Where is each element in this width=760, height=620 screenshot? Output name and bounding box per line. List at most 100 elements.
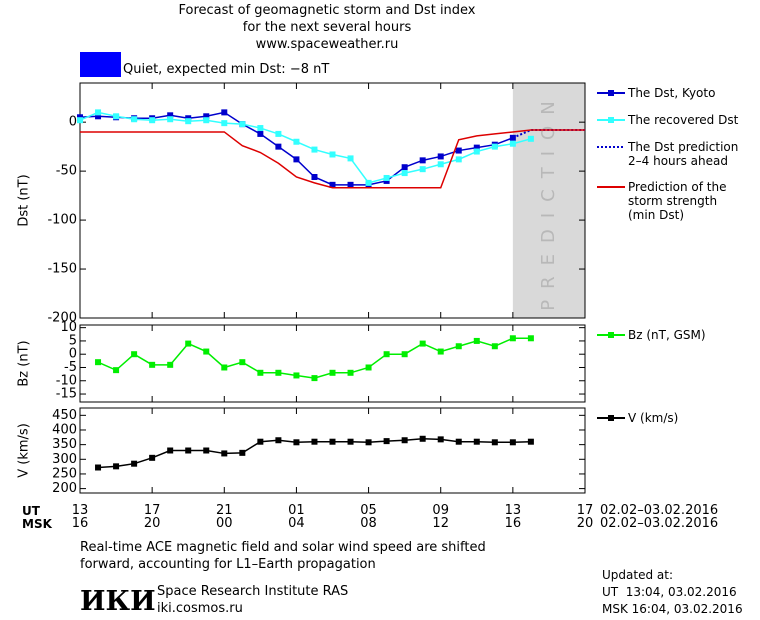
x-tick-label-msk: 08 [360,516,377,531]
data-point [113,367,120,374]
data-point [113,113,120,120]
legend-label: The recovered Dst [628,113,739,127]
x-tick-label: 21 [216,503,233,518]
data-point [509,439,516,446]
data-point [473,438,480,445]
logo: ИКИ [80,586,156,617]
data-point [257,125,264,132]
institute: Space Research Institute RAS [157,584,349,599]
data-point [401,164,408,171]
data-point [239,449,246,456]
data-point [437,436,444,443]
data-point [455,343,462,350]
website: iki.cosmos.ru [157,601,243,616]
y-tick-label: 10 [60,320,77,335]
data-point [437,153,444,160]
data-point [473,148,480,155]
data-point [149,117,156,124]
data-point [383,438,390,445]
data-point [455,147,462,154]
data-point [203,447,210,454]
data-point [473,337,480,344]
data-point [347,369,354,376]
data-point [275,437,282,444]
data-point [149,454,156,461]
y-tick-label: -10 [56,373,77,388]
data-point [239,121,246,128]
legend-swatch [608,415,614,421]
data-point [509,335,516,342]
y-tick-label: 450 [52,408,77,423]
plot-frame [79,407,586,494]
plot-frame [79,82,586,319]
legend-label: Prediction of the storm strength (min Ds… [628,180,727,222]
data-point [293,138,300,145]
status: Quiet, expected min Dst: −8 nT [123,62,330,77]
title: www.spaceweather.ru [255,37,399,52]
data-point [275,143,282,150]
data-point [113,463,120,470]
series-line [79,111,532,184]
data-point [329,369,336,376]
plot-frame [79,324,586,403]
y-tick-label: 300 [52,452,77,467]
data-point [167,116,174,123]
legend-label: Bz (nT, GSM) [628,328,706,342]
data-point [293,439,300,446]
y-tick-label: -5 [64,360,77,375]
note: forward, accounting for L1–Earth propaga… [80,557,376,572]
data-point [401,170,408,177]
data-point [329,438,336,445]
data-point [95,113,102,120]
data-point [167,112,174,119]
data-point [509,140,516,147]
x-tick-label: 13 [71,503,89,518]
data-point [347,181,354,188]
series-line [79,111,514,186]
x-tick-label-msk: 00 [216,516,233,531]
data-point [95,359,102,366]
data-point [185,118,192,125]
data-point [419,435,426,442]
title: Forecast of geomagnetic storm and Dst in… [178,3,476,18]
data-point [203,348,210,355]
data-point [311,174,318,180]
data-point [221,109,228,116]
data-point [167,447,174,454]
data-point [527,438,534,445]
x-tick-label: 09 [432,503,449,518]
x-tick-label-msk: 12 [432,516,449,531]
status-box [80,52,121,77]
updated: UT 13:04, 03.02.2016 [602,585,737,599]
data-point [491,343,498,350]
series-line [97,337,531,379]
y-tick-label: 250 [52,466,77,481]
data-point [311,146,318,153]
data-point [491,439,498,446]
data-point [527,135,534,142]
data-point [257,130,264,137]
data-point [365,364,372,371]
y-axis-label: V (km/s) [17,423,32,478]
x-tick-label: 17 [143,503,161,518]
y-tick-label: -15 [56,387,77,402]
date-range: 02.02–03.02.2016 [600,503,719,518]
data-point [167,361,174,368]
data-point [527,335,534,342]
data-point [311,375,318,382]
data-point [203,113,210,120]
legend-label: The Dst, Kyoto [628,86,716,100]
data-point [419,157,426,164]
data-point [185,447,192,454]
data-point [149,361,156,368]
data-point [293,372,300,379]
data-point [365,179,372,186]
data-point [95,464,102,471]
updated: Updated at: [602,568,673,582]
data-point [95,109,102,116]
y-tick-label: -50 [56,164,77,179]
legend-label: The Dst prediction 2–4 hours ahead [628,140,739,168]
y-tick-label: 400 [52,422,77,437]
title: for the next several hours [242,20,412,35]
